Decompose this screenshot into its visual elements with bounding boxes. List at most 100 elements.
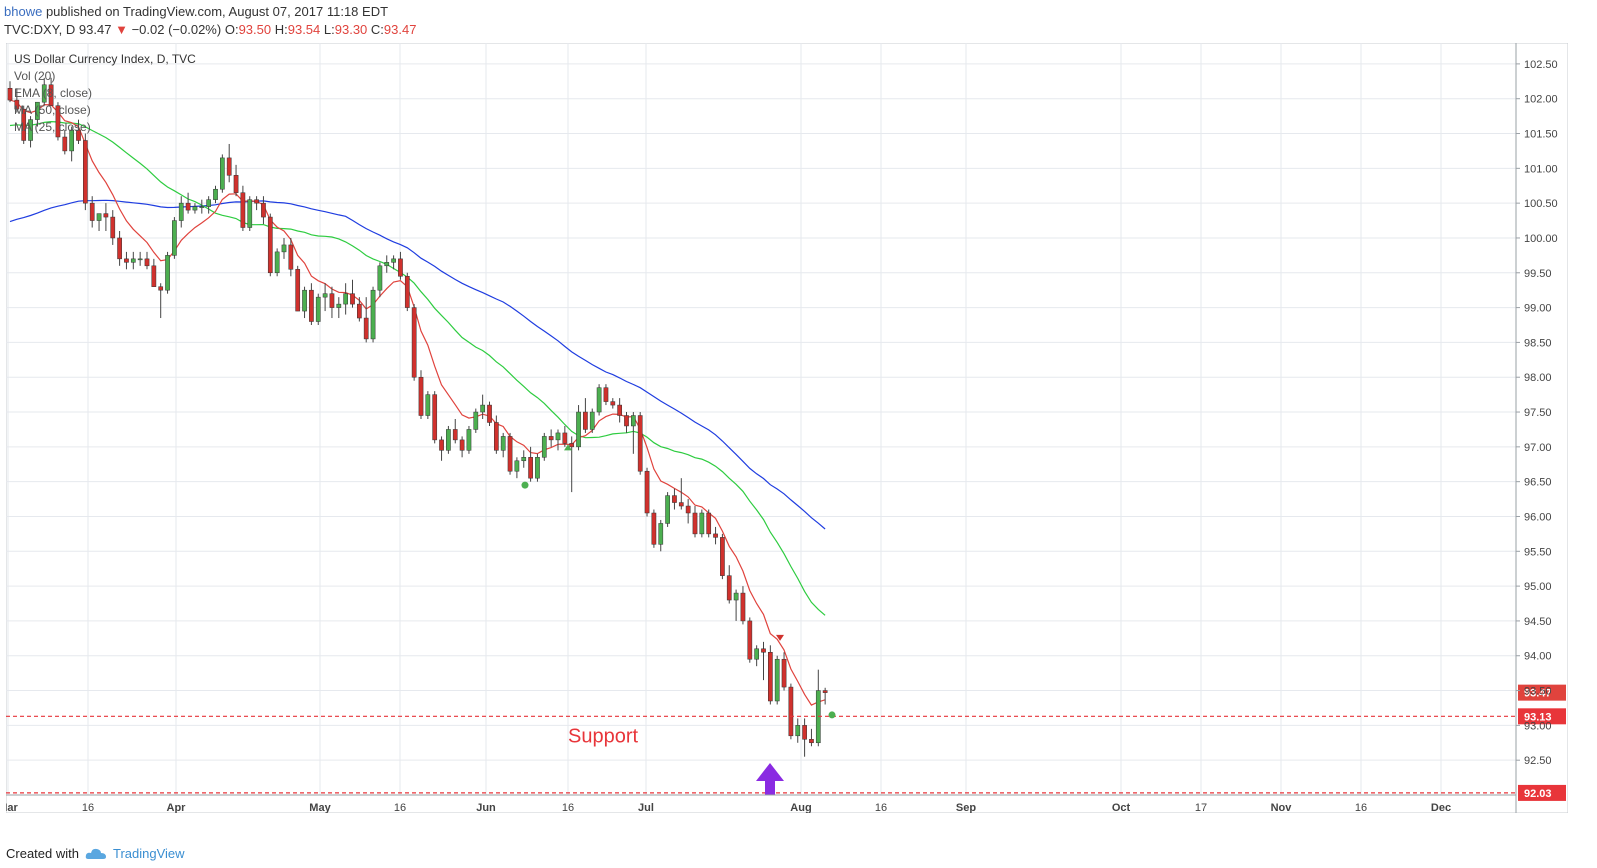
up-arrow-icon [756,763,784,795]
candle-down [487,404,492,423]
x-tick-label: 16 [394,802,406,813]
ticker-line: TVC:DXY, D 93.47 ▼ −0.02 (−0.02%) O:93.5… [4,22,416,37]
candle-up [446,429,451,451]
bottom-price-label: 92.03 [1524,788,1552,800]
x-tick-label: Nov [1271,802,1293,813]
candle-down [494,422,499,451]
y-tick-label: 96.50 [1524,477,1552,489]
candle-up [596,387,602,413]
candle-down [14,99,20,110]
candle-up [172,220,177,256]
price-chart[interactable]: Support 93.47 93.13 92.03 92.50 93.00 93.50 94… [0,42,1569,814]
x-tick-label: 16 [875,802,887,813]
open-label: O: [224,22,239,37]
candle-up [754,648,759,660]
candle-up [391,258,396,263]
signal-triangle-up [564,444,572,451]
candle-up [315,296,321,322]
legend-title: US Dollar Currency Index, D, TVC [14,52,196,66]
candle-up [500,436,506,451]
y-tick-label: 101.50 [1524,129,1558,141]
candles [7,77,828,757]
candle-down [288,244,294,270]
tradingview-link[interactable]: TradingView [112,846,185,861]
candle-down [459,439,465,451]
candle-down [720,537,725,576]
x-tick-label: Jul [638,802,654,813]
legend-ma25: MA (25, close) [14,120,91,134]
candle-up [480,404,485,413]
candle-down [583,411,588,430]
candle-down [411,307,417,378]
candle-down [692,512,698,535]
candle-up [69,129,74,152]
x-tick-label: Sep [956,802,976,813]
moving-averages [9,99,826,706]
candle-up [41,84,47,103]
candle-down [89,202,95,221]
candle-down [117,237,122,260]
y-tick-label: 94.00 [1524,651,1552,663]
legend-vol: Vol (20) [14,69,55,83]
candle-down [452,429,458,441]
ma50-line [9,199,826,530]
candle-up [658,523,664,545]
change-down-icon: ▼ [115,22,128,37]
signal-triangle-down [776,634,784,641]
footer: Created with TradingView [6,846,185,861]
candle-up [576,411,581,448]
candle-up [699,512,705,535]
candle-up [178,202,184,221]
y-tick-label: 98.50 [1524,337,1552,349]
candle-up [377,265,383,291]
y-tick-label: 102.00 [1524,94,1558,106]
legend-ma50: MA (50, close) [14,103,91,117]
last-price-label-box [1518,684,1566,701]
candle-down [76,129,81,141]
chart-area[interactable]: Support 93.47 93.13 92.03 92.50 93.00 93.50 94… [0,42,1569,814]
candle-down [357,303,362,319]
ma25-line [9,120,826,616]
candle-down [110,216,116,239]
legend-ema: EMA (8, close) [14,86,92,100]
candle-up [322,293,328,298]
grid [5,42,1569,814]
candle-down [528,457,533,479]
candle-down [48,84,54,106]
candle-up [774,658,780,702]
candle-down [151,265,157,287]
author-link[interactable]: bhowe [4,4,43,19]
candle-up [281,244,287,253]
y-tick-label: 99.50 [1524,268,1552,280]
candle-down [233,175,239,193]
x-tick-label: 16 [1355,802,1367,813]
candle-down [185,202,191,211]
candle-down [713,533,718,538]
candle-up [35,101,40,120]
candle-down [144,258,150,267]
y-tick-label: 99.00 [1524,303,1552,315]
candle-down [261,202,266,218]
y-tick-label: 100.50 [1524,198,1558,210]
candle-down [432,394,438,441]
candle-down [788,686,794,737]
tradingview-cloud-icon [85,848,106,859]
candle-up [514,460,520,472]
candle-up [535,457,540,479]
candle-down [404,276,410,308]
y-tick-label: 92.50 [1524,755,1552,767]
legend: US Dollar Currency Index, D, TVC Vol (20… [14,52,196,134]
candle-down [103,213,109,218]
low-value: 93.30 [334,22,368,37]
candle-up [795,725,801,737]
y-tick-label: 94.50 [1524,616,1552,628]
candle-up [541,436,547,458]
axes: 92.50 93.00 93.50 94.00 94.50 95.00 95.50 96.00… [0,43,1558,814]
candle-down [603,387,609,402]
open-value: 93.50 [238,22,272,37]
y-tick-label: 93.00 [1524,720,1552,732]
candle-down [624,415,629,427]
published-line: bhowe published on TradingView.com, Augu… [4,4,388,19]
candle-down [254,199,259,204]
candle-down [267,216,273,274]
